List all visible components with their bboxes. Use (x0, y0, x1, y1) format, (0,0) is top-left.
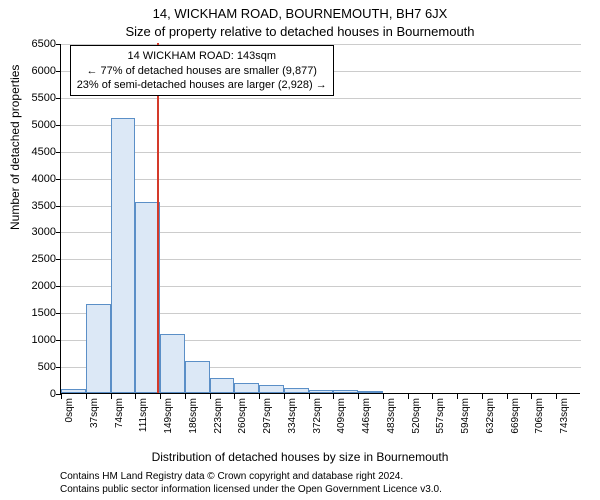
x-axis-label: Distribution of detached houses by size … (0, 450, 600, 464)
histogram-bar (86, 304, 111, 393)
x-tick-mark (457, 394, 458, 399)
credits-line1: Contains HM Land Registry data © Crown c… (60, 470, 442, 483)
y-tick-mark (56, 44, 61, 45)
y-tick-mark (56, 98, 61, 99)
x-tick-label: 743sqm (559, 398, 570, 438)
y-tick-label: 5500 (32, 92, 56, 104)
y-tick-label: 4000 (32, 173, 56, 185)
y-tick-label: 3500 (32, 200, 56, 212)
x-tick-mark (284, 394, 285, 399)
x-tick-mark (86, 394, 87, 399)
x-tick-label: 37sqm (89, 398, 100, 438)
chart-title-line2: Size of property relative to detached ho… (0, 24, 600, 39)
histogram-bar (309, 390, 334, 393)
y-tick-label: 5000 (32, 119, 56, 131)
x-tick-mark (259, 394, 260, 399)
chart-container: 14, WICKHAM ROAD, BOURNEMOUTH, BH7 6JX S… (0, 0, 600, 500)
gridline (61, 98, 581, 99)
x-tick-mark (210, 394, 211, 399)
x-tick-label: 260sqm (237, 398, 248, 438)
x-tick-label: 669sqm (510, 398, 521, 438)
x-tick-mark (309, 394, 310, 399)
x-tick-mark (507, 394, 508, 399)
x-tick-mark (531, 394, 532, 399)
y-tick-mark (56, 367, 61, 368)
y-tick-label: 2000 (32, 280, 56, 292)
x-tick-label: 372sqm (312, 398, 323, 438)
gridline (61, 125, 581, 126)
x-tick-label: 409sqm (336, 398, 347, 438)
histogram-bar (358, 391, 383, 393)
credits-line2: Contains public sector information licen… (60, 483, 442, 496)
annotation-box: 14 WICKHAM ROAD: 143sqm← 77% of detached… (70, 45, 334, 96)
x-tick-mark (333, 394, 334, 399)
y-tick-label: 2500 (32, 253, 56, 265)
y-tick-mark (56, 152, 61, 153)
x-tick-label: 74sqm (114, 398, 125, 438)
histogram-bar (160, 334, 185, 393)
y-tick-mark (56, 206, 61, 207)
x-tick-label: 520sqm (411, 398, 422, 438)
annotation-line3: 23% of semi-detached houses are larger (… (77, 78, 327, 92)
histogram-bar (259, 385, 284, 393)
gridline (61, 152, 581, 153)
plot-area: 0500100015002000250030003500400045005000… (60, 44, 580, 394)
y-tick-mark (56, 232, 61, 233)
histogram-bar (333, 390, 358, 393)
histogram-bar (210, 378, 235, 393)
x-tick-label: 0sqm (64, 398, 75, 438)
x-tick-mark (383, 394, 384, 399)
x-tick-label: 223sqm (213, 398, 224, 438)
x-tick-mark (234, 394, 235, 399)
x-tick-label: 483sqm (386, 398, 397, 438)
x-tick-label: 149sqm (163, 398, 174, 438)
histogram-bar (111, 118, 136, 393)
x-tick-mark (408, 394, 409, 399)
y-tick-label: 6500 (32, 38, 56, 50)
x-tick-label: 186sqm (188, 398, 199, 438)
x-tick-label: 297sqm (262, 398, 273, 438)
y-tick-mark (56, 313, 61, 314)
histogram-bar (61, 389, 86, 393)
y-tick-mark (56, 286, 61, 287)
y-axis-label: Number of detached properties (8, 65, 22, 230)
y-tick-label: 0 (50, 388, 56, 400)
x-tick-mark (185, 394, 186, 399)
x-tick-mark (432, 394, 433, 399)
x-tick-mark (160, 394, 161, 399)
gridline (61, 179, 581, 180)
x-tick-mark (61, 394, 62, 399)
x-tick-label: 594sqm (460, 398, 471, 438)
y-tick-mark (56, 179, 61, 180)
x-tick-mark (482, 394, 483, 399)
x-tick-mark (556, 394, 557, 399)
annotation-line2: ← 77% of detached houses are smaller (9,… (77, 64, 327, 78)
y-tick-label: 1000 (32, 334, 56, 346)
y-tick-mark (56, 259, 61, 260)
x-tick-label: 632sqm (485, 398, 496, 438)
y-tick-label: 4500 (32, 146, 56, 158)
x-tick-mark (358, 394, 359, 399)
x-tick-label: 334sqm (287, 398, 298, 438)
y-tick-mark (56, 125, 61, 126)
y-tick-label: 500 (38, 361, 56, 373)
y-tick-label: 1500 (32, 307, 56, 319)
x-tick-label: 706sqm (534, 398, 545, 438)
x-tick-mark (135, 394, 136, 399)
credits: Contains HM Land Registry data © Crown c… (60, 470, 442, 496)
x-tick-label: 111sqm (138, 398, 149, 438)
histogram-bar (284, 388, 309, 393)
histogram-bar (185, 361, 210, 393)
x-tick-label: 557sqm (435, 398, 446, 438)
y-tick-label: 6000 (32, 65, 56, 77)
y-tick-mark (56, 340, 61, 341)
x-tick-label: 446sqm (361, 398, 372, 438)
chart-title-line1: 14, WICKHAM ROAD, BOURNEMOUTH, BH7 6JX (0, 6, 600, 21)
y-tick-label: 3000 (32, 226, 56, 238)
histogram-bar (234, 383, 259, 393)
annotation-line1: 14 WICKHAM ROAD: 143sqm (77, 49, 327, 63)
x-tick-mark (111, 394, 112, 399)
y-tick-mark (56, 71, 61, 72)
